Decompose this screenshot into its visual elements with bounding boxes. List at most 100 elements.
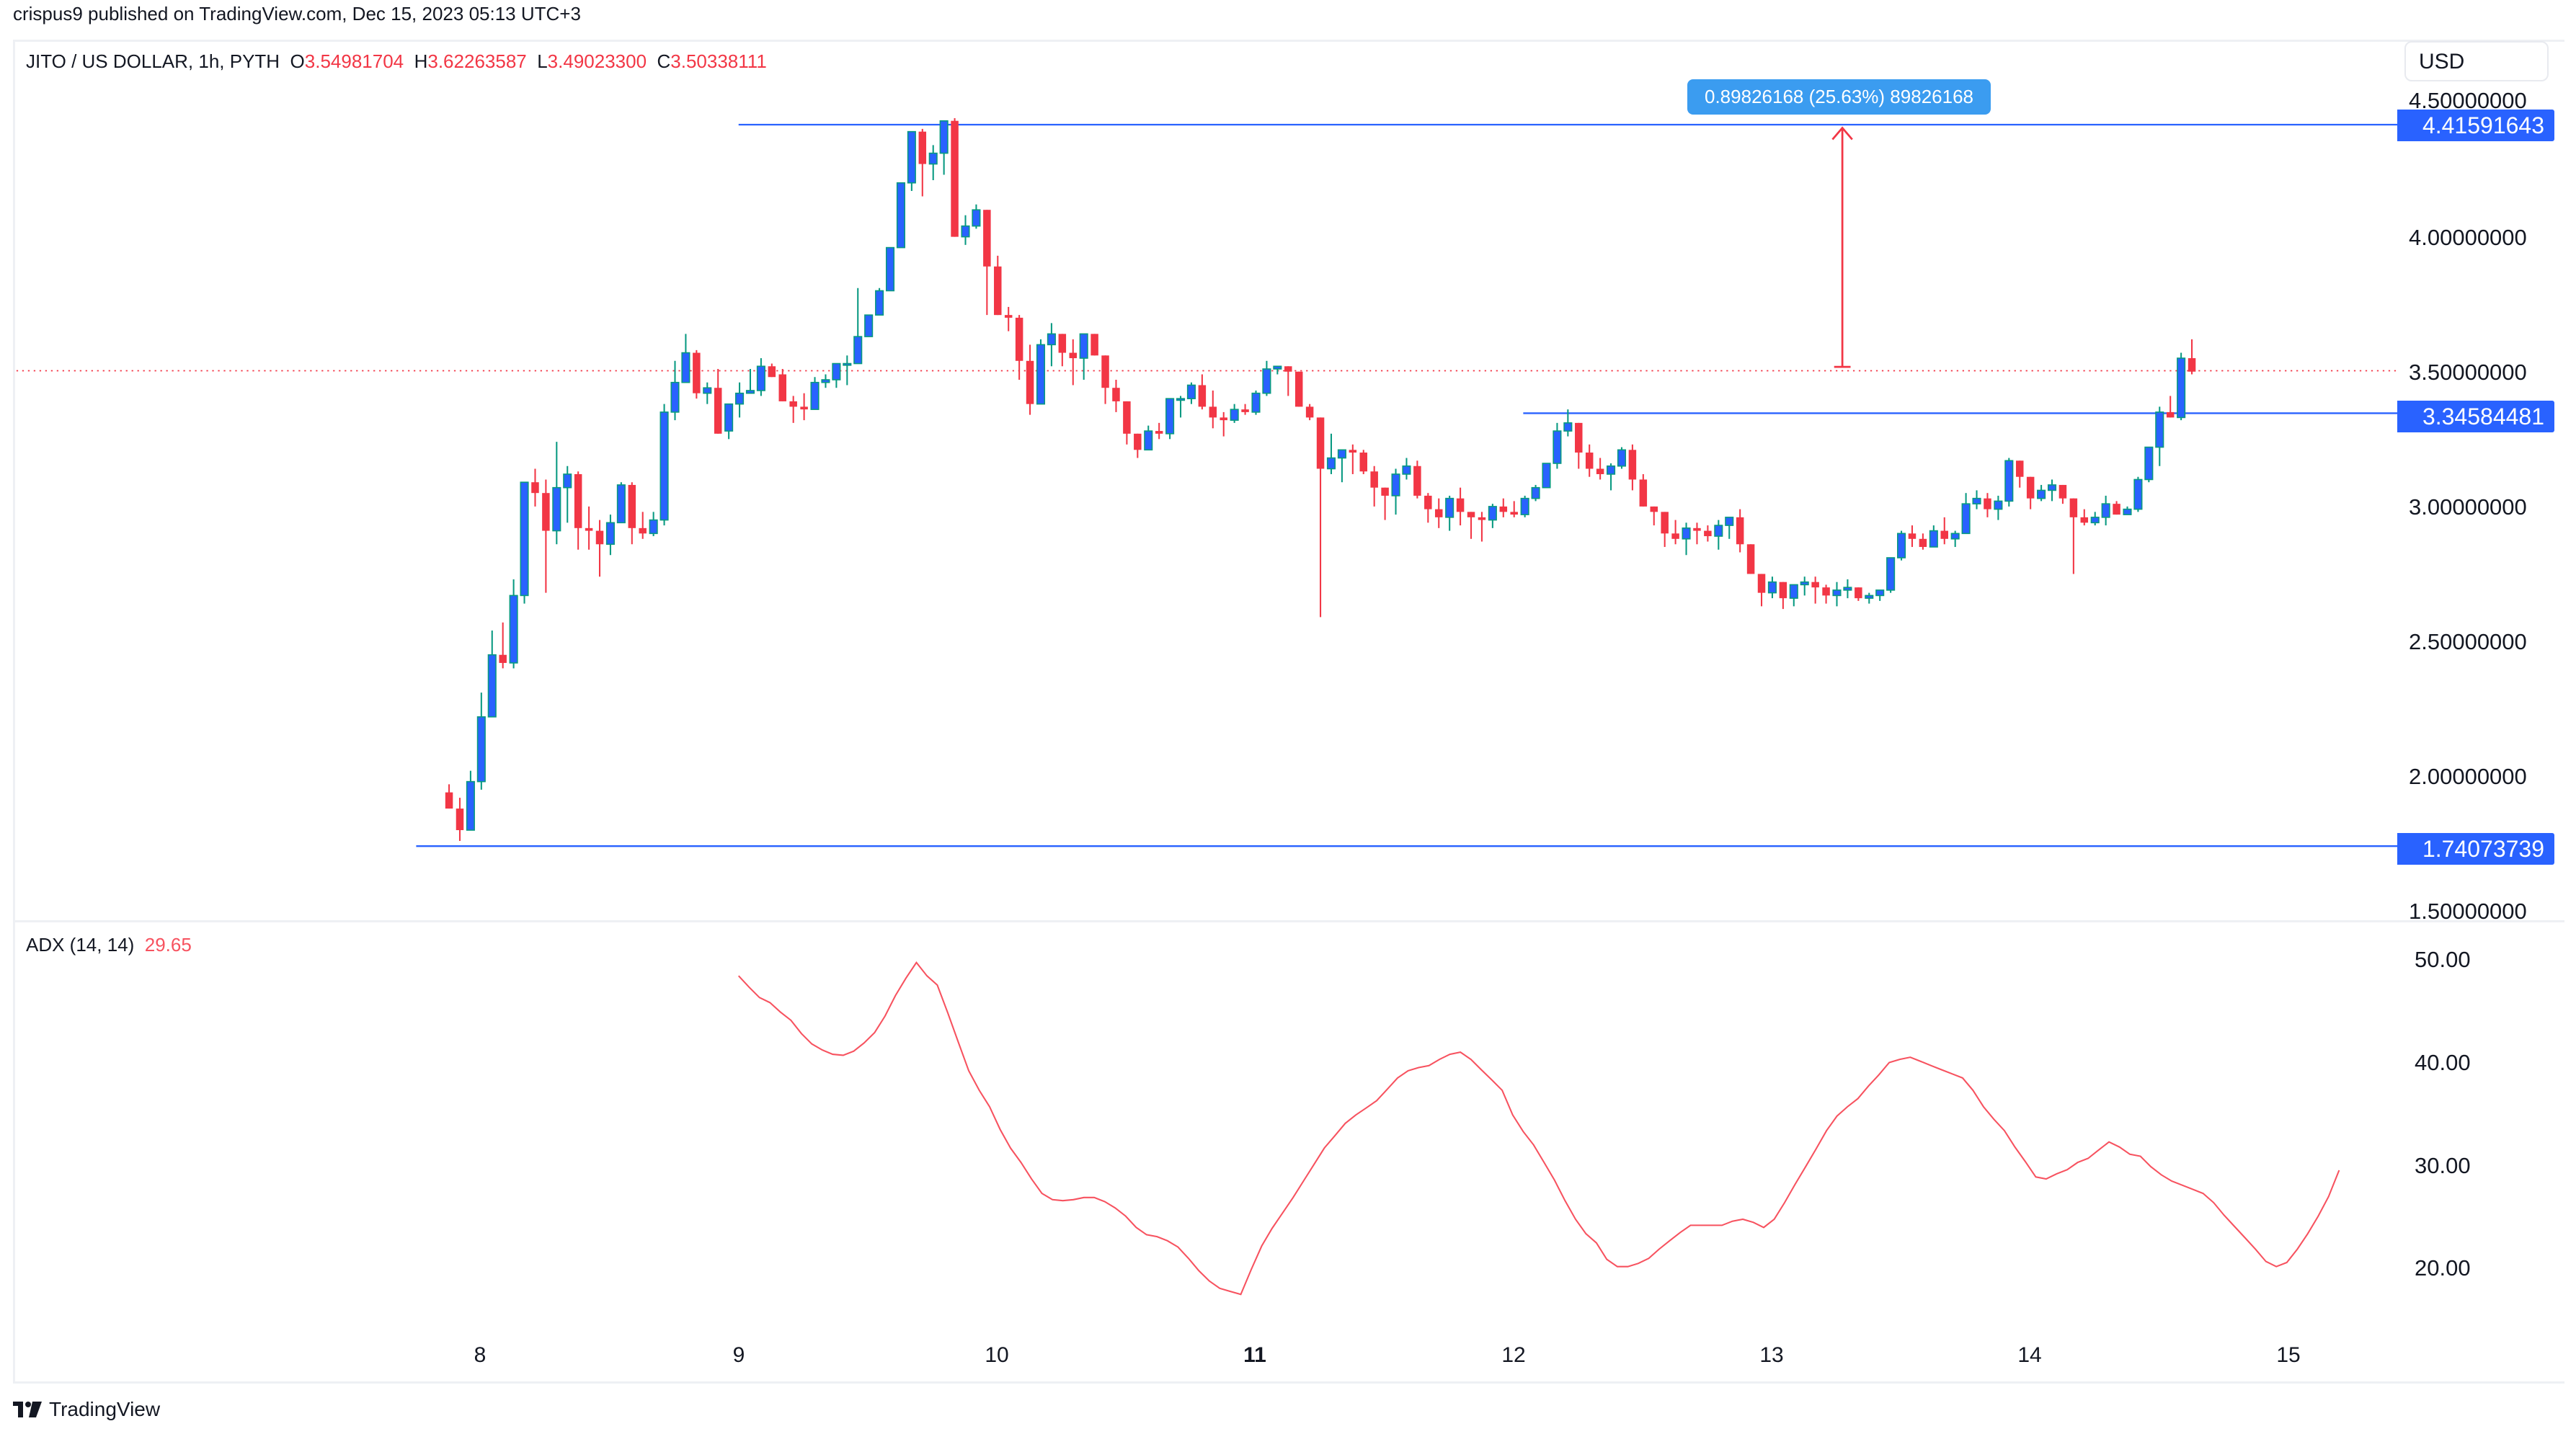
candle-body xyxy=(563,473,572,489)
candle-body xyxy=(1929,530,1938,548)
price-tick: 4.50000000 xyxy=(2409,88,2527,113)
price-tag-high[interactable]: 4.41591643 xyxy=(2397,110,2554,141)
candle-body xyxy=(628,484,636,528)
candle-body xyxy=(1950,533,1960,540)
candle-body xyxy=(724,403,734,432)
candle-body xyxy=(585,527,593,531)
candle-body xyxy=(1198,385,1207,407)
candle-body xyxy=(659,411,669,521)
measure-arrow-head xyxy=(1831,126,1853,141)
adx-line xyxy=(737,961,2340,1296)
candle-body xyxy=(1402,465,1411,475)
price-tick: 2.00000000 xyxy=(2409,764,2527,789)
high-label: H xyxy=(414,50,428,72)
candle-body xyxy=(1391,473,1400,496)
candle-body xyxy=(1865,594,1874,599)
candle-body xyxy=(1650,506,1658,512)
candle-body xyxy=(768,366,776,378)
currency-button[interactable]: USD xyxy=(2404,41,2549,81)
candle-body xyxy=(509,594,518,664)
time-label: 13 xyxy=(1759,1343,1784,1367)
candle-body xyxy=(2113,504,2120,515)
candle-body xyxy=(1617,449,1627,467)
candle-body xyxy=(574,473,582,528)
candle-body xyxy=(1800,581,1809,586)
price-tick: 3.00000000 xyxy=(2409,494,2527,520)
time-label: 12 xyxy=(1501,1343,1526,1367)
candle-body xyxy=(1413,466,1421,496)
adx-legend: ADX (14, 14) 29.65 xyxy=(26,934,192,956)
candle-body xyxy=(1704,530,1712,537)
candle-body xyxy=(445,792,453,809)
candle-body xyxy=(951,120,959,237)
low-label: L xyxy=(537,50,548,72)
price-tick: 1.50000000 xyxy=(2409,899,2527,924)
candle-body xyxy=(1467,512,1475,517)
candle-body xyxy=(2047,484,2057,491)
tradingview-brand: TradingView xyxy=(49,1398,161,1420)
candle-body xyxy=(1671,533,1679,539)
candle-body xyxy=(1940,530,1949,539)
candle-body xyxy=(1499,506,1508,512)
candle-body xyxy=(1682,527,1691,540)
tradingview-logo[interactable]: TradingView xyxy=(13,1398,160,1421)
candle-body xyxy=(714,388,722,434)
candle-body xyxy=(1757,574,1766,593)
adx-tick: 20.00 xyxy=(2415,1255,2471,1281)
price-tag-low[interactable]: 1.74073739 xyxy=(2397,833,2554,865)
candle-body xyxy=(778,374,787,401)
candle-body xyxy=(1316,417,1325,469)
candle-body xyxy=(2015,460,2024,477)
candle-body xyxy=(1897,533,1906,558)
candle-body xyxy=(1596,468,1604,474)
candle-body xyxy=(1789,584,1798,599)
candle-body xyxy=(649,519,658,535)
candle-body xyxy=(875,290,884,316)
candle-body xyxy=(800,406,808,410)
candle-body xyxy=(1575,422,1583,453)
candle-body xyxy=(1531,486,1540,499)
time-label: 15 xyxy=(2276,1343,2301,1367)
candle-body xyxy=(1886,557,1896,591)
pane-divider[interactable] xyxy=(15,920,2564,922)
candle-body xyxy=(2080,517,2089,523)
candle-body xyxy=(1445,497,1454,518)
candle-body xyxy=(552,486,561,532)
price-tick: 4.00000000 xyxy=(2409,225,2527,250)
candle-body xyxy=(1079,333,1088,359)
candle-body xyxy=(1262,368,1271,394)
candle-body xyxy=(1767,581,1777,594)
candle-body xyxy=(1047,333,1056,346)
candle-body xyxy=(1919,538,1927,548)
candle-body xyxy=(1305,406,1314,418)
low-value: 3.49023300 xyxy=(547,50,647,72)
candle-body xyxy=(1661,512,1669,534)
candle-body xyxy=(1241,409,1249,412)
candle-body xyxy=(1155,431,1163,434)
candle-body xyxy=(1822,587,1830,596)
candle-body xyxy=(1069,352,1078,359)
candle-body xyxy=(520,481,529,597)
chart-frame xyxy=(13,40,2564,1384)
candle-body xyxy=(1855,587,1862,599)
candle-body xyxy=(2133,478,2143,510)
price-tag-resistance[interactable]: 3.34584481 xyxy=(2397,401,2554,432)
candle-body xyxy=(1165,398,1175,435)
time-label: 8 xyxy=(474,1343,487,1367)
candle-body xyxy=(531,482,539,494)
candle-body xyxy=(1058,334,1067,353)
candle-body xyxy=(1370,471,1378,488)
price-tick: 2.50000000 xyxy=(2409,629,2527,654)
candle-body xyxy=(1607,465,1616,475)
candle-body xyxy=(1585,453,1594,469)
candle-body xyxy=(1779,582,1787,599)
candle-body xyxy=(1144,430,1153,451)
candle-body xyxy=(1639,479,1648,507)
candle-body xyxy=(1456,498,1465,512)
candle-body xyxy=(918,131,927,164)
candle-body xyxy=(1908,533,1917,539)
candle-body xyxy=(1359,453,1368,472)
candle-body xyxy=(1811,582,1819,588)
time-label: 11 xyxy=(1243,1343,1266,1367)
